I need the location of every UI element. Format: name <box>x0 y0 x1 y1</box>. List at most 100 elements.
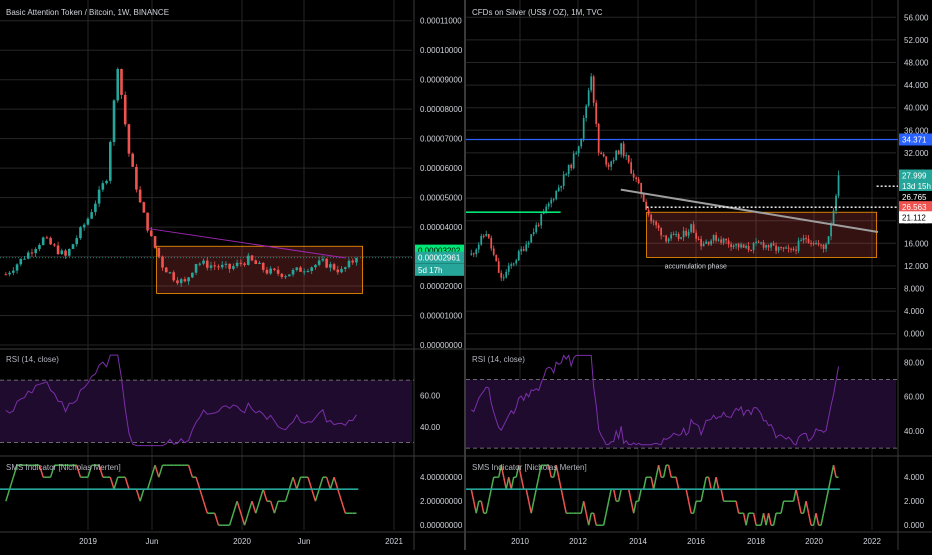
sms-axis-tick: 0.000 <box>904 521 925 530</box>
candle-body <box>220 264 224 268</box>
candle-body <box>792 248 795 250</box>
candle-body <box>101 183 105 190</box>
candle-body <box>767 245 770 248</box>
sms-segment <box>113 476 119 490</box>
sms-segment <box>49 464 56 478</box>
candle-body <box>602 154 605 157</box>
candle-body <box>627 155 630 163</box>
candle-body <box>142 202 146 213</box>
candle-body <box>555 190 558 200</box>
candle-body <box>562 174 565 187</box>
sms-segment <box>195 476 201 490</box>
candle-body <box>725 238 727 241</box>
candle-body <box>131 153 134 167</box>
candle-body <box>284 276 287 278</box>
candle-body <box>615 150 618 161</box>
candle-body <box>625 155 628 157</box>
candle-body <box>782 247 785 249</box>
time-axis-tick: 2016 <box>687 537 705 546</box>
candle-body <box>567 164 570 174</box>
sms-segment <box>510 477 515 490</box>
price-axis-tick: 0.00010000 <box>420 46 463 55</box>
sms-segment <box>505 477 510 490</box>
chart-panel-2: 56.000 52.000 48.000 44.000 40.000 36.000 32.0… <box>466 0 932 550</box>
candle-body <box>560 186 563 188</box>
candle-body <box>26 252 30 259</box>
candle-body <box>532 232 535 235</box>
range-label: accumulation phase <box>665 263 727 270</box>
candle-body <box>570 164 573 169</box>
price-tag-label: 26.765 <box>902 193 927 202</box>
time-axis-tick: 2019 <box>79 537 97 546</box>
sms-segment <box>214 512 220 526</box>
candle-body <box>557 187 560 191</box>
rsi-line <box>470 354 840 446</box>
candle-body <box>161 256 164 268</box>
sms-segment <box>585 513 590 526</box>
trend-line <box>620 188 879 233</box>
sms-segment <box>202 500 208 514</box>
candle-body <box>198 263 202 265</box>
candle-body <box>590 76 593 91</box>
sms-segment <box>560 489 565 502</box>
sms-segment <box>150 464 156 478</box>
sms-segment <box>825 489 830 502</box>
sms-segment <box>515 465 520 478</box>
candle-body <box>183 279 187 282</box>
sms-segment <box>562 501 567 514</box>
candle-body <box>351 260 355 263</box>
sms-segment <box>8 476 15 490</box>
sms-segment <box>38 464 44 478</box>
candle-body <box>105 180 108 184</box>
price-axis-tick: 12.000 <box>904 262 929 271</box>
sms-segment <box>490 477 495 490</box>
price-axis-tick: 16.000 <box>904 239 929 248</box>
sms-segment <box>329 476 335 490</box>
candle-body <box>607 164 610 167</box>
candle-body <box>652 221 655 223</box>
rsi-axis-tick: 60.00 <box>904 393 925 402</box>
candle-body <box>497 261 500 273</box>
price-axis-tick: 0.00005000 <box>420 194 463 203</box>
sms-segment <box>135 488 141 502</box>
candle-body <box>138 189 142 203</box>
candle-body <box>53 244 56 246</box>
sms-segment <box>587 513 592 526</box>
chart-title: Basic Attention Token / Bitcoin, 1W, BIN… <box>6 8 169 17</box>
trend-line <box>148 228 347 259</box>
sms-segment <box>552 465 557 478</box>
sms-segment <box>765 513 770 526</box>
candle-body <box>60 250 64 255</box>
price-tag <box>899 201 932 214</box>
candle-body <box>820 244 822 246</box>
price-tag <box>415 263 464 276</box>
sms-segment <box>752 513 757 526</box>
price-axis-tick: 56.000 <box>904 13 929 22</box>
candle-body <box>742 244 745 248</box>
sms-segment <box>139 488 145 502</box>
candle-body <box>582 118 585 139</box>
price-tag-label: 27.999 <box>902 172 927 181</box>
candle-body <box>112 100 116 142</box>
sms-segment <box>547 465 552 478</box>
candle-body <box>785 247 787 249</box>
sms-segment <box>337 488 343 502</box>
candle-body <box>38 244 41 250</box>
candle-body <box>202 260 205 264</box>
candle-body <box>176 280 179 284</box>
sms-segment <box>707 477 712 490</box>
candle-body <box>157 247 161 257</box>
candle-body <box>755 241 757 244</box>
price-tag-label: 26.563 <box>902 203 927 212</box>
sms-segment <box>795 489 800 502</box>
sms-segment <box>527 501 532 514</box>
candles <box>4 67 358 287</box>
sms-segment <box>187 464 194 478</box>
candle-body <box>720 239 722 243</box>
candle-body <box>812 243 815 245</box>
candle-body <box>310 267 314 272</box>
sms-segment <box>485 501 490 514</box>
candle-body <box>620 143 623 155</box>
sms-segment <box>325 476 332 490</box>
